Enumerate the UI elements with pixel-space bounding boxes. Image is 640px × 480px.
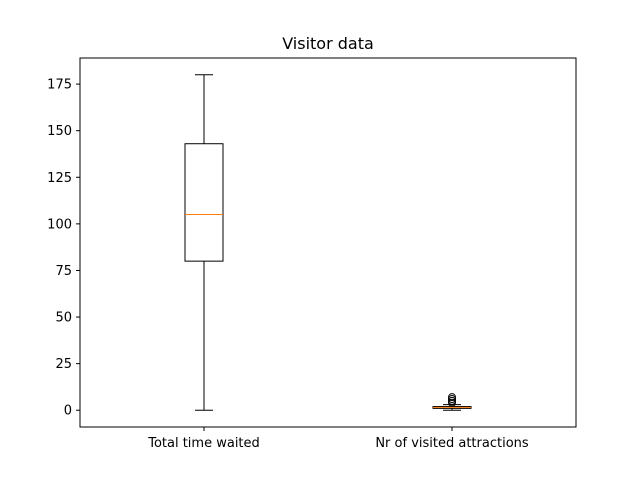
y-tick-label: 125 (47, 171, 72, 186)
y-tick-label: 25 (55, 357, 72, 372)
y-tick-label: 150 (47, 124, 72, 139)
y-tick-label: 175 (47, 78, 72, 93)
y-tick-label: 75 (55, 264, 72, 279)
iqr-box (184, 143, 224, 262)
outlier-point (448, 393, 456, 402)
chart-title: Visitor data (282, 34, 374, 53)
axes-frame (79, 57, 577, 428)
y-tick-label: 0 (64, 404, 72, 419)
x-tick-label: Nr of visited attractions (375, 436, 529, 451)
y-tick-label: 100 (47, 217, 72, 232)
plot-area: 0 25 50 75 100 125 150 175 Total time waited Nr o… (47, 74, 529, 451)
x-tick-label: Total time waited (147, 436, 260, 451)
y-tick-label: 50 (55, 311, 72, 326)
